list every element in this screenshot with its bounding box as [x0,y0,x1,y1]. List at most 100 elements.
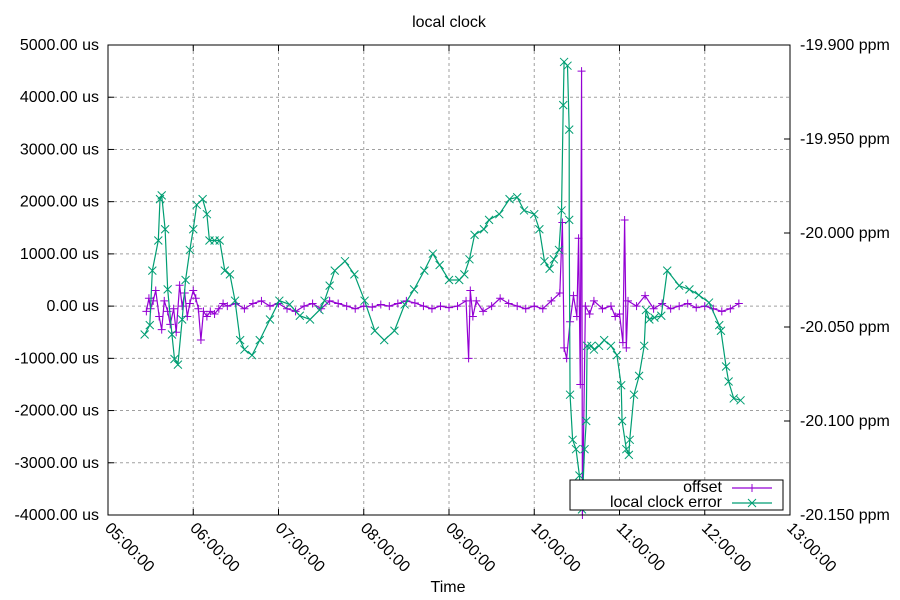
data-point-offset [675,302,684,311]
data-point-local-clock-error [685,285,694,294]
y2-tick-label: -20.150 ppm [800,507,890,524]
data-point-offset [453,302,462,311]
y-tick-label: 0.00 us [47,298,99,315]
data-point-local-clock-error [435,260,444,270]
data-point-local-clock-error [215,236,225,245]
y-tick-label: 3000.00 us [20,141,99,158]
x-axis-label: Time [431,579,466,596]
data-point-offset [464,354,473,363]
data-point-offset [572,312,581,321]
data-point-offset [210,309,219,318]
data-point-local-clock-error [370,326,380,336]
data-point-local-clock-error [325,281,335,290]
data-point-local-clock-error [587,341,596,351]
data-point-local-clock-error [549,254,559,264]
data-point-local-clock-error [662,266,672,275]
data-point-offset [581,302,590,311]
chart-title: local clock [412,14,487,31]
data-point-local-clock-error [505,194,514,204]
y-tick-label: -4000.00 us [14,507,99,524]
data-point-offset [142,307,151,316]
data-point-local-clock-error [479,224,489,234]
series-line-local-clock-error [144,60,741,510]
data-point-offset [427,304,436,313]
data-point-local-clock-error [350,270,359,279]
data-point-local-clock-error [330,266,340,275]
data-point-offset [555,289,564,298]
legend-box [569,479,784,511]
data-point-local-clock-error [470,230,479,240]
data-point-offset [419,302,428,311]
data-point-offset [265,302,274,311]
data-point-local-clock-error [419,266,429,275]
data-point-offset [334,299,343,308]
data-point-local-clock-error [360,296,369,306]
y-tick-label: 4000.00 us [20,89,99,106]
data-point-local-clock-error [674,281,684,290]
data-point-local-clock-error [494,209,504,219]
data-point-local-clock-error [634,371,644,381]
legend-label-local-clock-error: local clock error [610,494,723,511]
data-point-offset [155,312,164,321]
data-point-offset [223,302,232,311]
legend-marker-local-clock-error [747,498,757,508]
data-point-local-clock-error [163,285,173,294]
data-point-offset [611,312,620,321]
data-point-local-clock-error [724,377,733,386]
data-point-local-clock-error [198,194,207,204]
data-point-offset [160,296,169,305]
data-point-local-clock-error [202,209,212,219]
data-point-offset [202,312,211,321]
data-point-offset [547,296,556,305]
legend-marker-offset [748,484,756,492]
data-point-local-clock-error [606,341,616,351]
data-point-offset [466,286,475,295]
data-point-offset [385,302,394,311]
data-point-offset [615,309,624,318]
data-point-local-clock-error [225,270,235,279]
data-point-local-clock-error [729,394,739,403]
data-point-offset [283,304,292,313]
data-point-offset [219,299,228,308]
data-point-local-clock-error [409,285,419,294]
data-point-offset [574,234,583,243]
data-point-local-clock-error [650,313,659,322]
data-point-local-clock-error [656,311,666,321]
data-point-offset [598,304,607,313]
data-point-local-clock-error [589,345,599,354]
y2-tick-label: -19.950 ppm [800,131,890,148]
data-point-local-clock-error [177,315,187,324]
data-point-offset [196,336,205,345]
data-point-local-clock-error [285,300,294,309]
data-point-offset [206,307,215,316]
data-point-offset [342,302,351,311]
data-point-local-clock-error [484,215,494,225]
data-point-offset [641,291,650,300]
data-point-offset [479,307,488,316]
data-point-offset [700,302,709,311]
y-tick-label: 2000.00 us [20,194,99,211]
data-point-offset [214,304,223,313]
y-tick-label: -1000.00 us [14,350,99,367]
data-point-offset [248,299,257,308]
data-point-local-clock-error [575,471,584,480]
data-point-local-clock-error [340,256,350,266]
data-point-offset [589,296,598,305]
data-point-local-clock-error [400,300,410,309]
data-point-offset [151,286,160,295]
data-point-local-clock-error [173,360,183,369]
y2-tick-label: -20.100 ppm [800,413,890,430]
data-point-offset [368,303,377,312]
data-point-local-clock-error [641,305,651,315]
y2-tick-label: -20.000 ppm [800,225,890,242]
data-point-local-clock-error [644,315,654,324]
data-point-offset [683,299,692,308]
data-point-offset [191,294,200,303]
data-point-offset [620,215,629,224]
data-point-offset [538,304,547,313]
data-point-offset [513,302,522,311]
data-point-offset [308,299,317,308]
data-point-local-clock-error [147,266,157,275]
data-point-local-clock-error [616,380,626,390]
data-point-offset [178,302,187,311]
